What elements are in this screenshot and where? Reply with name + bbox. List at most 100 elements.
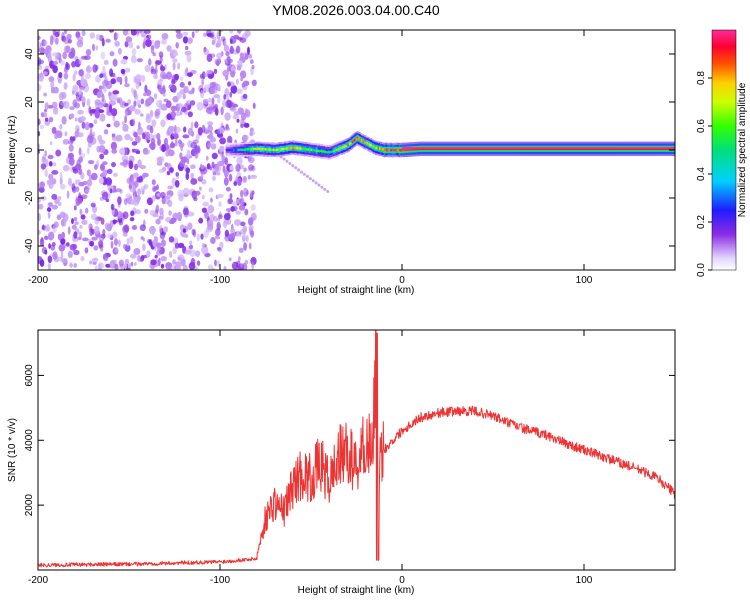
heatmap-noise-cell [116,76,122,83]
heatmap-noise-cell [202,98,209,105]
heatmap-noise-cell [62,138,70,145]
heatmap-ridge-cell [451,147,453,150]
heatmap-noise-cell [249,131,254,137]
heatmap-noise-cell [172,247,177,255]
heatmap-noise-cell [225,99,232,108]
heatmap-noise-cell [216,52,223,59]
heatmap-ridge-cell [331,150,333,153]
heatmap-noise-cell [69,243,77,251]
heatmap-ridge-cell [505,147,507,150]
heatmap-noise-cell [86,169,91,177]
heatmap-ridge-cell [504,147,506,150]
heatmap-noise-cell [177,256,182,261]
heatmap-ridge-cell [495,147,497,150]
heatmap-ridge-cell [351,140,353,144]
heatmap-noise-cell [53,162,57,167]
heatmap-ridge-cell [279,148,281,151]
heatmap-noise-cell [102,169,108,177]
heatmap-noise-cell [97,262,105,270]
colorbar-tick-label: 0.2 [696,215,707,229]
heatmap-ridge-cell [577,147,580,150]
heatmap-ridge-cell [581,147,584,150]
heatmap-noise-cell [155,204,160,213]
heatmap-ridge-cell [370,144,372,147]
heatmap-ridge-cell [506,147,508,150]
heatmap-ridge-cell [487,147,489,150]
heatmap-noise-cell [190,172,194,180]
heatmap-ridge-cell [397,149,399,152]
heatmap-noise-cell [222,69,230,77]
heatmap-noise-cell [230,228,236,234]
heatmap-ridge-cell [523,147,526,150]
heatmap-noise-cell [154,254,158,259]
heatmap-ridge-cell [579,147,582,150]
heatmap-ridge-cell [599,147,602,150]
heatmap-noise-cell [215,164,222,173]
heatmap-ridge-cell [268,148,270,151]
heatmap-ridge-cell [294,146,296,150]
heatmap-ridge-cell [479,147,481,150]
heatmap-ridge-cell [420,147,422,150]
heatmap-noise-cell [164,195,170,205]
heatmap-noise-cell [131,148,136,153]
heatmap-noise-cell [239,70,247,79]
heatmap-noise-cell [326,190,330,193]
heatmap-noise-cell [148,96,153,105]
heatmap-ridge-cell [406,148,408,151]
heatmap-noise-cell [111,161,116,168]
heatmap-noise-cell [137,254,141,262]
heatmap-ridge-cell [445,147,447,150]
heatmap-ridge-cell [236,148,238,151]
heatmap-ridge-cell [395,149,397,152]
heatmap-noise-cell [168,125,175,133]
heatmap-noise-cell [178,242,185,249]
heatmap-noise-cell [109,51,115,57]
heatmap-ridge-cell [518,147,521,150]
heatmap-noise-cell [80,214,86,220]
heatmap-ridge-cell [544,147,547,150]
heatmap-ridge-cell [498,147,500,150]
heatmap-noise-cell [52,30,57,36]
heatmap-noise-cell [222,99,227,108]
heatmap-ridge-cell [508,147,510,150]
heatmap-ridge-cell [603,147,606,150]
heatmap-noise-cell [229,46,235,55]
heatmap-noise-cell [110,241,114,249]
heatmap-noise-cell [78,57,83,65]
heatmap-ridge-cell [486,147,488,150]
heatmap-noise-cell [106,233,113,239]
heatmap-noise-cell [131,225,138,230]
heatmap-ridge-cell [233,149,235,152]
heatmap-ridge-cell [626,147,629,150]
heatmap-noise-cell [234,219,241,226]
heatmap-noise-cell [223,177,229,186]
chart-title: YM08.2026.003.04.00.C40 [272,2,440,18]
heatmap-noise-cell [94,225,100,234]
heatmap-noise-cell [61,258,68,264]
heatmap-noise-cell [203,72,209,78]
heatmap-noise-cell [129,217,135,222]
heatmap-ridge-cell [246,148,248,151]
heatmap-ridge-cell [258,147,260,150]
heatmap-noise-cell [240,123,244,128]
heatmap-noise-cell [49,39,54,46]
heatmap-noise-cell [202,201,209,207]
heatmap-noise-cell [247,46,250,55]
heatmap-noise-cell [73,231,78,239]
heatmap-noise-cell [158,84,162,93]
heatmap-ridge-cell [393,148,395,152]
heatmap-noise-cell [71,183,76,192]
heatmap-noise-cell [244,208,249,216]
heatmap-noise-cell [236,118,240,123]
snr-y-tick-label: 6000 [24,364,35,387]
heatmap-noise-cell [170,141,174,149]
heatmap-noise-cell [122,232,128,237]
heatmap-noise-cell [74,221,79,226]
heatmap-noise-cell [151,179,156,186]
heatmap-noise-cell [209,81,216,88]
heatmap-noise-cell [133,262,137,266]
heatmap-noise-cell [305,174,309,178]
heatmap-noise-cell [74,130,79,138]
heatmap-noise-cell [323,187,327,191]
heatmap-noise-cell [44,249,48,255]
